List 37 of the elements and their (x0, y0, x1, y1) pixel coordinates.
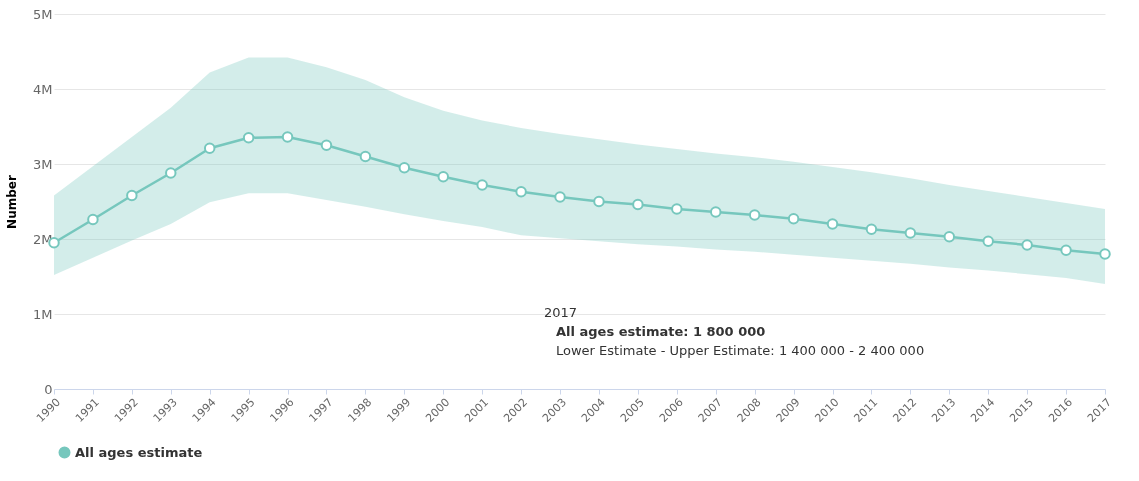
point (242, 132, 255, 144)
point (87, 213, 99, 226)
point (320, 139, 333, 151)
point (865, 223, 878, 235)
point (554, 191, 566, 203)
point (359, 150, 372, 163)
annotation: Lower Estimate - Upper Estimate: 1 400 000 - 2 400 000 (556, 343, 925, 358)
point (904, 227, 917, 239)
point (943, 231, 956, 243)
legend-label: All ages estimate (75, 444, 203, 460)
point (126, 189, 138, 202)
point (1099, 248, 1111, 260)
point (787, 213, 800, 225)
point (593, 195, 605, 208)
point (476, 179, 488, 191)
y-tick-label: 0 (44, 381, 53, 397)
y-tick-label: 5M (33, 6, 53, 22)
point (826, 218, 839, 230)
annotation: All ages estimate: 1 800 000 (556, 324, 766, 339)
y-axis-title: Number (5, 175, 20, 229)
point (671, 203, 683, 215)
point (515, 186, 527, 198)
point (982, 235, 994, 247)
annotation: 2017 (544, 305, 578, 320)
point (1021, 239, 1033, 251)
point (710, 206, 722, 218)
point (165, 167, 177, 179)
y-tick-label: 4M (33, 81, 53, 97)
point (281, 131, 294, 143)
point (632, 198, 644, 211)
point (1060, 244, 1072, 256)
point (748, 209, 761, 221)
y-tick-label: 1M (33, 306, 53, 322)
point (203, 142, 216, 154)
y-tick-label: 3M (33, 156, 53, 172)
point (437, 171, 449, 183)
point (398, 162, 411, 174)
